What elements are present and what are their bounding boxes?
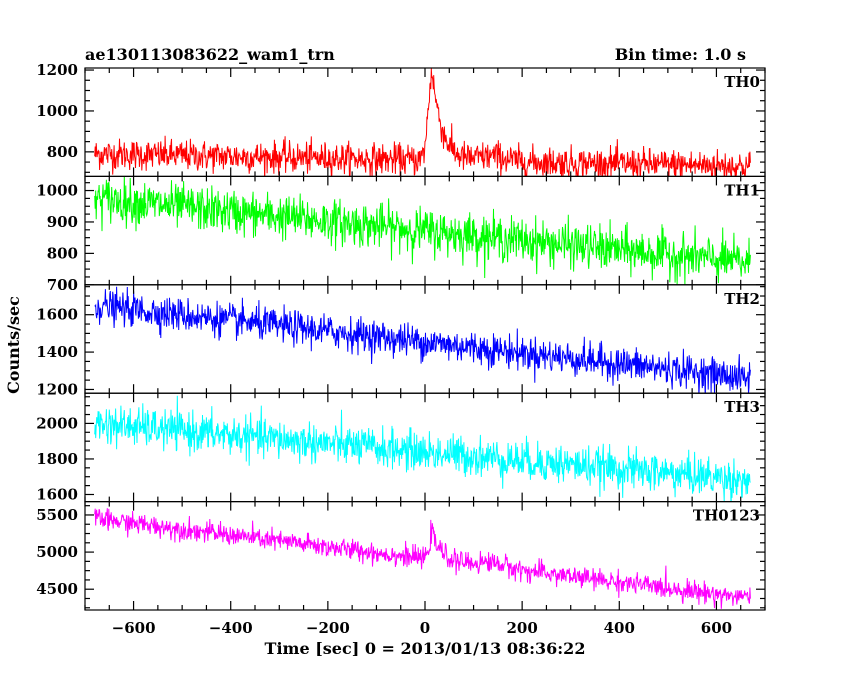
y-tick-label: 1200	[36, 61, 78, 79]
chart-title: ae130113083622_wam1_trn	[85, 45, 335, 64]
series-line-th3	[94, 395, 751, 502]
x-tick-label: 400	[604, 619, 635, 637]
x-tick-label: −400	[209, 619, 253, 637]
bin-time-label: Bin time: 1.0 s	[615, 45, 746, 64]
series-label-th1: TH1	[724, 181, 760, 199]
x-tick-label: 200	[506, 619, 537, 637]
y-tick-label: 1800	[36, 450, 78, 468]
y-tick-label: 4500	[36, 580, 78, 598]
y-tick-label: 800	[47, 143, 78, 161]
panels: TH0 800 1000 1200 TH1 700 800 900 1000 TH2 1200 140…	[36, 61, 766, 637]
series-label-th0: TH0	[724, 73, 760, 91]
y-tick-label: 700	[47, 276, 78, 294]
y-tick-label: 800	[47, 244, 78, 262]
x-tick-label: −600	[112, 619, 156, 637]
y-tick-label: 900	[47, 213, 78, 231]
y-tick-label: 1200	[36, 380, 78, 398]
y-tick-label: 1000	[36, 182, 78, 200]
x-tick-label: −200	[306, 619, 350, 637]
y-axis-label: Counts/sec	[4, 296, 23, 394]
y-tick-label: 2000	[36, 414, 78, 432]
series-label-th0123: TH0123	[693, 507, 760, 525]
series-label-th3: TH3	[724, 398, 760, 416]
y-tick-label: 1600	[36, 306, 78, 324]
x-tick-label: 600	[701, 619, 732, 637]
x-axis-label: Time [sec] 0 = 2013/01/13 08:36:22	[265, 639, 586, 658]
x-tick-label: 0	[420, 619, 430, 637]
y-tick-label: 1400	[36, 343, 78, 361]
series-line-th1	[94, 176, 751, 285]
y-tick-label: 1600	[36, 485, 78, 503]
series-line-th0123	[94, 508, 751, 609]
series-label-th2: TH2	[724, 290, 760, 308]
series-line-th2	[94, 286, 751, 394]
y-tick-label: 1000	[36, 102, 78, 120]
series-line-th0	[94, 68, 751, 177]
y-tick-label: 5500	[36, 506, 78, 524]
y-tick-label: 5000	[36, 543, 78, 561]
